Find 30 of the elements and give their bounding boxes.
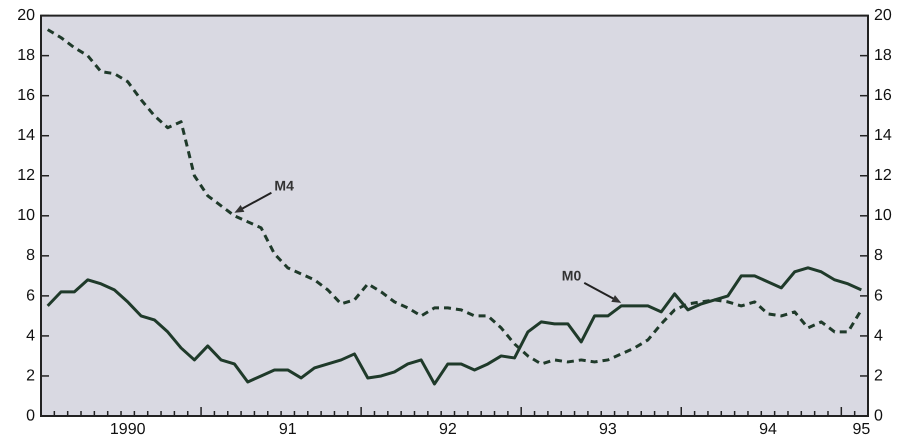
y2-tick-label: 2 — [874, 367, 883, 384]
y-tick-label: 16 — [17, 87, 36, 104]
y2-tick-label: 12 — [874, 167, 892, 184]
y-tick-label: 0 — [26, 407, 36, 424]
y2-tick-label: 10 — [874, 207, 892, 224]
y2-tick-label: 6 — [874, 287, 883, 304]
y2-tick-label: 0 — [874, 407, 883, 424]
y-tick-label: 10 — [17, 207, 36, 224]
x-tick-label: 91 — [278, 421, 297, 438]
y2-tick-label: 8 — [874, 247, 883, 264]
x-tick-label: 1990 — [110, 421, 146, 438]
x-tick-label: 92 — [438, 421, 457, 438]
y-tick-label: 6 — [26, 287, 36, 304]
y-tick-label: 14 — [17, 127, 36, 144]
y-tick-label: 2 — [26, 367, 36, 384]
y-tick-label: 18 — [17, 47, 36, 64]
y2-tick-label: 16 — [874, 87, 892, 104]
y2-tick-label: 18 — [874, 47, 892, 64]
text: M4 — [274, 178, 294, 194]
x-tick-label: 93 — [598, 421, 617, 438]
y2-tick-label: 20 — [874, 7, 892, 24]
y2-tick-label: 4 — [874, 327, 883, 344]
y-tick-label: 4 — [26, 327, 36, 344]
y-tick-label: 20 — [17, 7, 36, 24]
y2-tick-label: 14 — [874, 127, 892, 144]
x-tick-label: 94 — [759, 421, 777, 438]
x-tick-label: 95 — [852, 421, 870, 438]
y-tick-label: 8 — [26, 247, 36, 264]
text: M0 — [562, 268, 582, 284]
y-tick-label: 12 — [17, 167, 36, 184]
